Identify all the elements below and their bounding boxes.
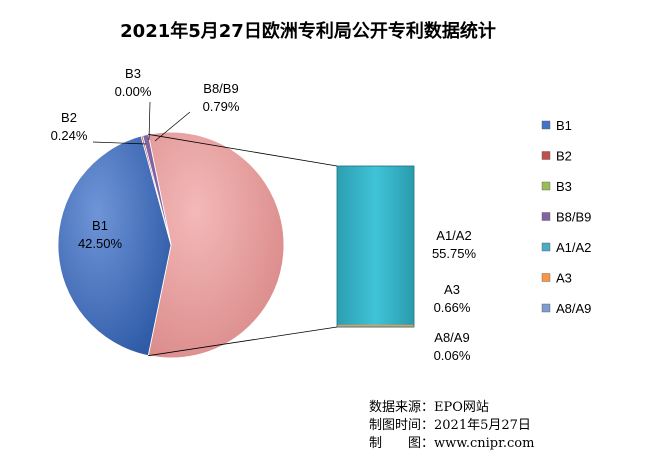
data-label-name-a8-a9: A8/A9 (434, 330, 469, 345)
pie (57, 131, 285, 359)
connector-line-bottom (148, 326, 338, 357)
bar-segment-a1-a2 (337, 166, 414, 325)
legend-label-a1-a2: A1/A2 (556, 240, 591, 255)
bar-outline (336, 165, 415, 328)
pie-slice-b8-b9 (142, 133, 172, 246)
pie-slice-b1 (57, 135, 172, 357)
legend: B1 B2 B3 B8/B9 A1/A2 A3 A8/A9 (541, 118, 591, 316)
source-line: 数据来源：EPO网站 (369, 400, 489, 415)
maker-line: 制 图：www.cnipr.com (369, 436, 534, 451)
leader-line-b2 (92, 141, 147, 145)
data-label-value-b2: 0.24% (51, 128, 88, 143)
data-labels: B1 42.50% B2 0.24% B3 0.00% B8/B9 0.79% A1/A2 55.… (51, 66, 477, 363)
pie-slice-other (147, 131, 285, 359)
data-label-name-b3: B3 (125, 66, 141, 81)
stacked-bar (336, 165, 415, 328)
data-label-name-b1: B1 (92, 218, 108, 233)
data-label-value-b1: 42.50% (78, 236, 123, 251)
legend-label-b1: B1 (556, 118, 572, 133)
legend-label-b8-b9: B8/B9 (556, 210, 591, 225)
data-label-value-a8-a9: 0.06% (434, 348, 471, 363)
connector-lines (148, 133, 338, 357)
legend-swatch-b1 (541, 120, 551, 130)
bar-segment-a3 (337, 324, 414, 327)
data-label-name-b8-b9: B8/B9 (203, 81, 238, 96)
data-label-name-a3: A3 (444, 282, 460, 297)
legend-label-b3: B3 (556, 179, 572, 194)
legend-swatch-b3 (541, 181, 551, 191)
chart-title: 2021年5月27日欧洲专利局公开专利数据统计 (120, 20, 496, 42)
data-label-value-a1-a2: 55.75% (432, 246, 477, 261)
leader-line-b8-b9 (154, 111, 191, 142)
data-label-name-a1-a2: A1/A2 (436, 228, 471, 243)
data-label-value-b3: 0.00% (115, 84, 152, 99)
data-label-value-b8-b9: 0.79% (203, 99, 240, 114)
legend-label-a8-a9: A8/A9 (556, 301, 591, 316)
data-label-value-a3: 0.66% (434, 300, 471, 315)
data-label-name-b2: B2 (61, 110, 77, 125)
legend-swatch-a8-a9 (541, 303, 551, 313)
legend-swatch-b8-b9 (541, 212, 551, 221)
legend-label-b2: B2 (556, 149, 572, 164)
legend-label-a3: A3 (556, 271, 572, 286)
connector-line-top (148, 133, 338, 167)
legend-swatch-a3 (541, 273, 551, 282)
leader-line-b3 (148, 101, 151, 141)
legend-swatch-b2 (541, 151, 551, 160)
date-line: 制图时间：2021年5月27日 (369, 418, 531, 433)
legend-swatch-a1-a2 (541, 242, 551, 252)
